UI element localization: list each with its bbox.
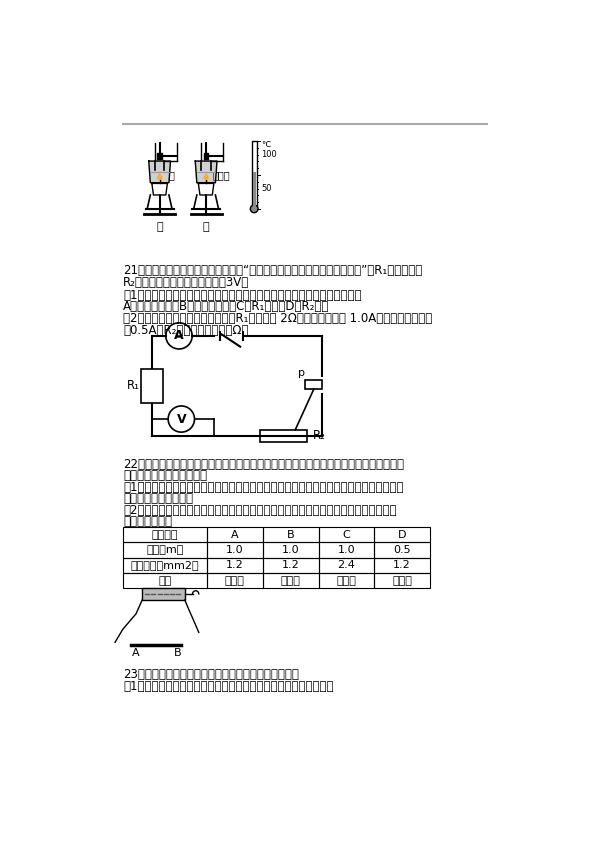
Bar <box>253 172 256 209</box>
Text: 为0.5A，R₂的阻値是　　　　Ω。: 为0.5A，R₂的阻値是 Ω。 <box>123 323 249 337</box>
Text: 食盐水: 食盐水 <box>212 170 230 180</box>
Circle shape <box>250 205 258 213</box>
Bar <box>263 557 318 573</box>
Text: 1.0: 1.0 <box>337 545 355 555</box>
Text: 1.0: 1.0 <box>226 545 243 555</box>
Text: 1.0: 1.0 <box>282 545 299 555</box>
Bar <box>123 557 207 573</box>
Bar <box>207 527 263 542</box>
Text: 50: 50 <box>261 184 272 193</box>
Text: （2）探究电流与电阻的关系时，当R₁的阻値是 2Ω，电流表示数是 1.0A，要使电流表示数: （2）探究电流与电阻的关系时，当R₁的阻値是 2Ω，电流表示数是 1.0A，要使… <box>123 312 433 325</box>
Text: （1）闭合开关后，电流表无示数，但电压表有示数，原因可能是　　　　．: （1）闭合开关后，电流表无示数，但电压表有示数，原因可能是 ． <box>123 289 362 302</box>
Bar <box>318 527 374 542</box>
Bar <box>123 527 207 542</box>
Text: 1.2: 1.2 <box>226 560 244 570</box>
Text: 长度（m）: 长度（m） <box>146 545 184 555</box>
Text: 锶铜丝: 锶铜丝 <box>281 576 300 586</box>
Text: 21．小英同学用如图所示的电路探究“通过导体的电流与电压、电阻的关系”，R₁为电阻筱，: 21．小英同学用如图所示的电路探究“通过导体的电流与电压、电阻的关系”，R₁为电… <box>123 264 422 277</box>
Text: A: A <box>231 530 239 540</box>
Bar <box>263 527 318 542</box>
Bar <box>374 573 430 589</box>
Text: 镳鍴丝: 镳鍴丝 <box>392 576 412 586</box>
Bar <box>263 542 318 557</box>
Text: 0.5: 0.5 <box>393 545 411 555</box>
Bar <box>374 527 430 542</box>
Bar <box>157 153 162 160</box>
Text: 1.2: 1.2 <box>281 560 299 570</box>
Bar <box>207 557 263 573</box>
Bar <box>141 369 162 402</box>
Text: 水: 水 <box>169 170 175 180</box>
Bar <box>261 429 307 442</box>
Text: p: p <box>298 368 305 378</box>
Text: R₁: R₁ <box>127 380 140 392</box>
Text: 材料: 材料 <box>158 576 172 586</box>
Circle shape <box>168 406 195 432</box>
Bar <box>318 557 374 573</box>
Bar <box>204 153 208 160</box>
Bar <box>305 380 322 389</box>
Text: 2.4: 2.4 <box>337 560 355 570</box>
Text: C: C <box>343 530 350 540</box>
Text: （1）要探究导体电阻大小与长度是否有关，应选用　　　　　两根导体；这种研究物理问: （1）要探究导体电阻大小与长度是否有关，应选用 两根导体；这种研究物理问 <box>123 481 403 493</box>
Text: ℃: ℃ <box>261 140 271 148</box>
Text: V: V <box>177 413 186 425</box>
Text: 100: 100 <box>261 150 277 159</box>
Text: B: B <box>287 530 295 540</box>
Text: D: D <box>398 530 406 540</box>
Bar <box>123 542 207 557</box>
Text: 镳鍴丝: 镳鍴丝 <box>225 576 245 586</box>
Text: B: B <box>174 647 181 658</box>
Circle shape <box>166 322 192 349</box>
Text: R₂: R₂ <box>313 429 326 443</box>
Text: 1.2: 1.2 <box>393 560 411 570</box>
Text: （1）请你帮他用笔画线代替导线连接实物电路，导线不允许交叉。: （1）请你帮他用笔画线代替导线连接实物电路，导线不允许交叉。 <box>123 680 334 693</box>
Text: R₂为滑动变阻器，电源电压恒为3V。: R₂为滑动变阻器，电源电压恒为3V。 <box>123 276 249 289</box>
Text: A: A <box>174 329 184 343</box>
Bar <box>142 588 185 600</box>
Polygon shape <box>195 161 217 183</box>
Text: A．电流表断路　B．电压表断路　C．R₁断路　D．R₂断路: A．电流表断路 B．电压表断路 C．R₁断路 D．R₂断路 <box>123 301 330 313</box>
Text: A: A <box>131 647 139 658</box>
Text: 题的方法叫　　　　．: 题的方法叫 ． <box>123 493 193 505</box>
Text: 22．在探究导体电阻大小与哪些因素有关的实验中，罗辉所在的实验小组在实验中所用的: 22．在探究导体电阻大小与哪些因素有关的实验中，罗辉所在的实验小组在实验中所用的 <box>123 457 404 471</box>
Text: 横截面积（mm2）: 横截面积（mm2） <box>131 560 199 570</box>
Polygon shape <box>152 184 167 195</box>
Text: 叫　　　　　．: 叫 ． <box>123 515 172 528</box>
Polygon shape <box>157 173 162 179</box>
Text: 23．某同学用如图甲所示的实验装置测小灯泡的电阻：: 23．某同学用如图甲所示的实验装置测小灯泡的电阻： <box>123 668 299 681</box>
Bar <box>318 573 374 589</box>
Text: 甲: 甲 <box>156 222 163 232</box>
Text: 导体编号: 导体编号 <box>152 530 178 540</box>
Bar <box>318 542 374 557</box>
Text: （2）由电路图可知，该罗辉同学是通过观察小灯泡亮度来判断电阻的大小的，这种方法: （2）由电路图可知，该罗辉同学是通过观察小灯泡亮度来判断电阻的大小的，这种方法 <box>123 504 397 517</box>
Bar <box>252 141 256 209</box>
Text: 镳鍴丝: 镳鍴丝 <box>336 576 356 586</box>
Bar <box>207 573 263 589</box>
Text: 乙: 乙 <box>203 222 209 232</box>
Bar <box>207 542 263 557</box>
Polygon shape <box>149 161 171 183</box>
Text: 导体相关物理量记录如图：: 导体相关物理量记录如图： <box>123 469 207 482</box>
Bar <box>374 542 430 557</box>
Bar <box>263 573 318 589</box>
Bar <box>374 557 430 573</box>
Bar <box>123 573 207 589</box>
Polygon shape <box>198 184 214 195</box>
Polygon shape <box>204 173 208 179</box>
